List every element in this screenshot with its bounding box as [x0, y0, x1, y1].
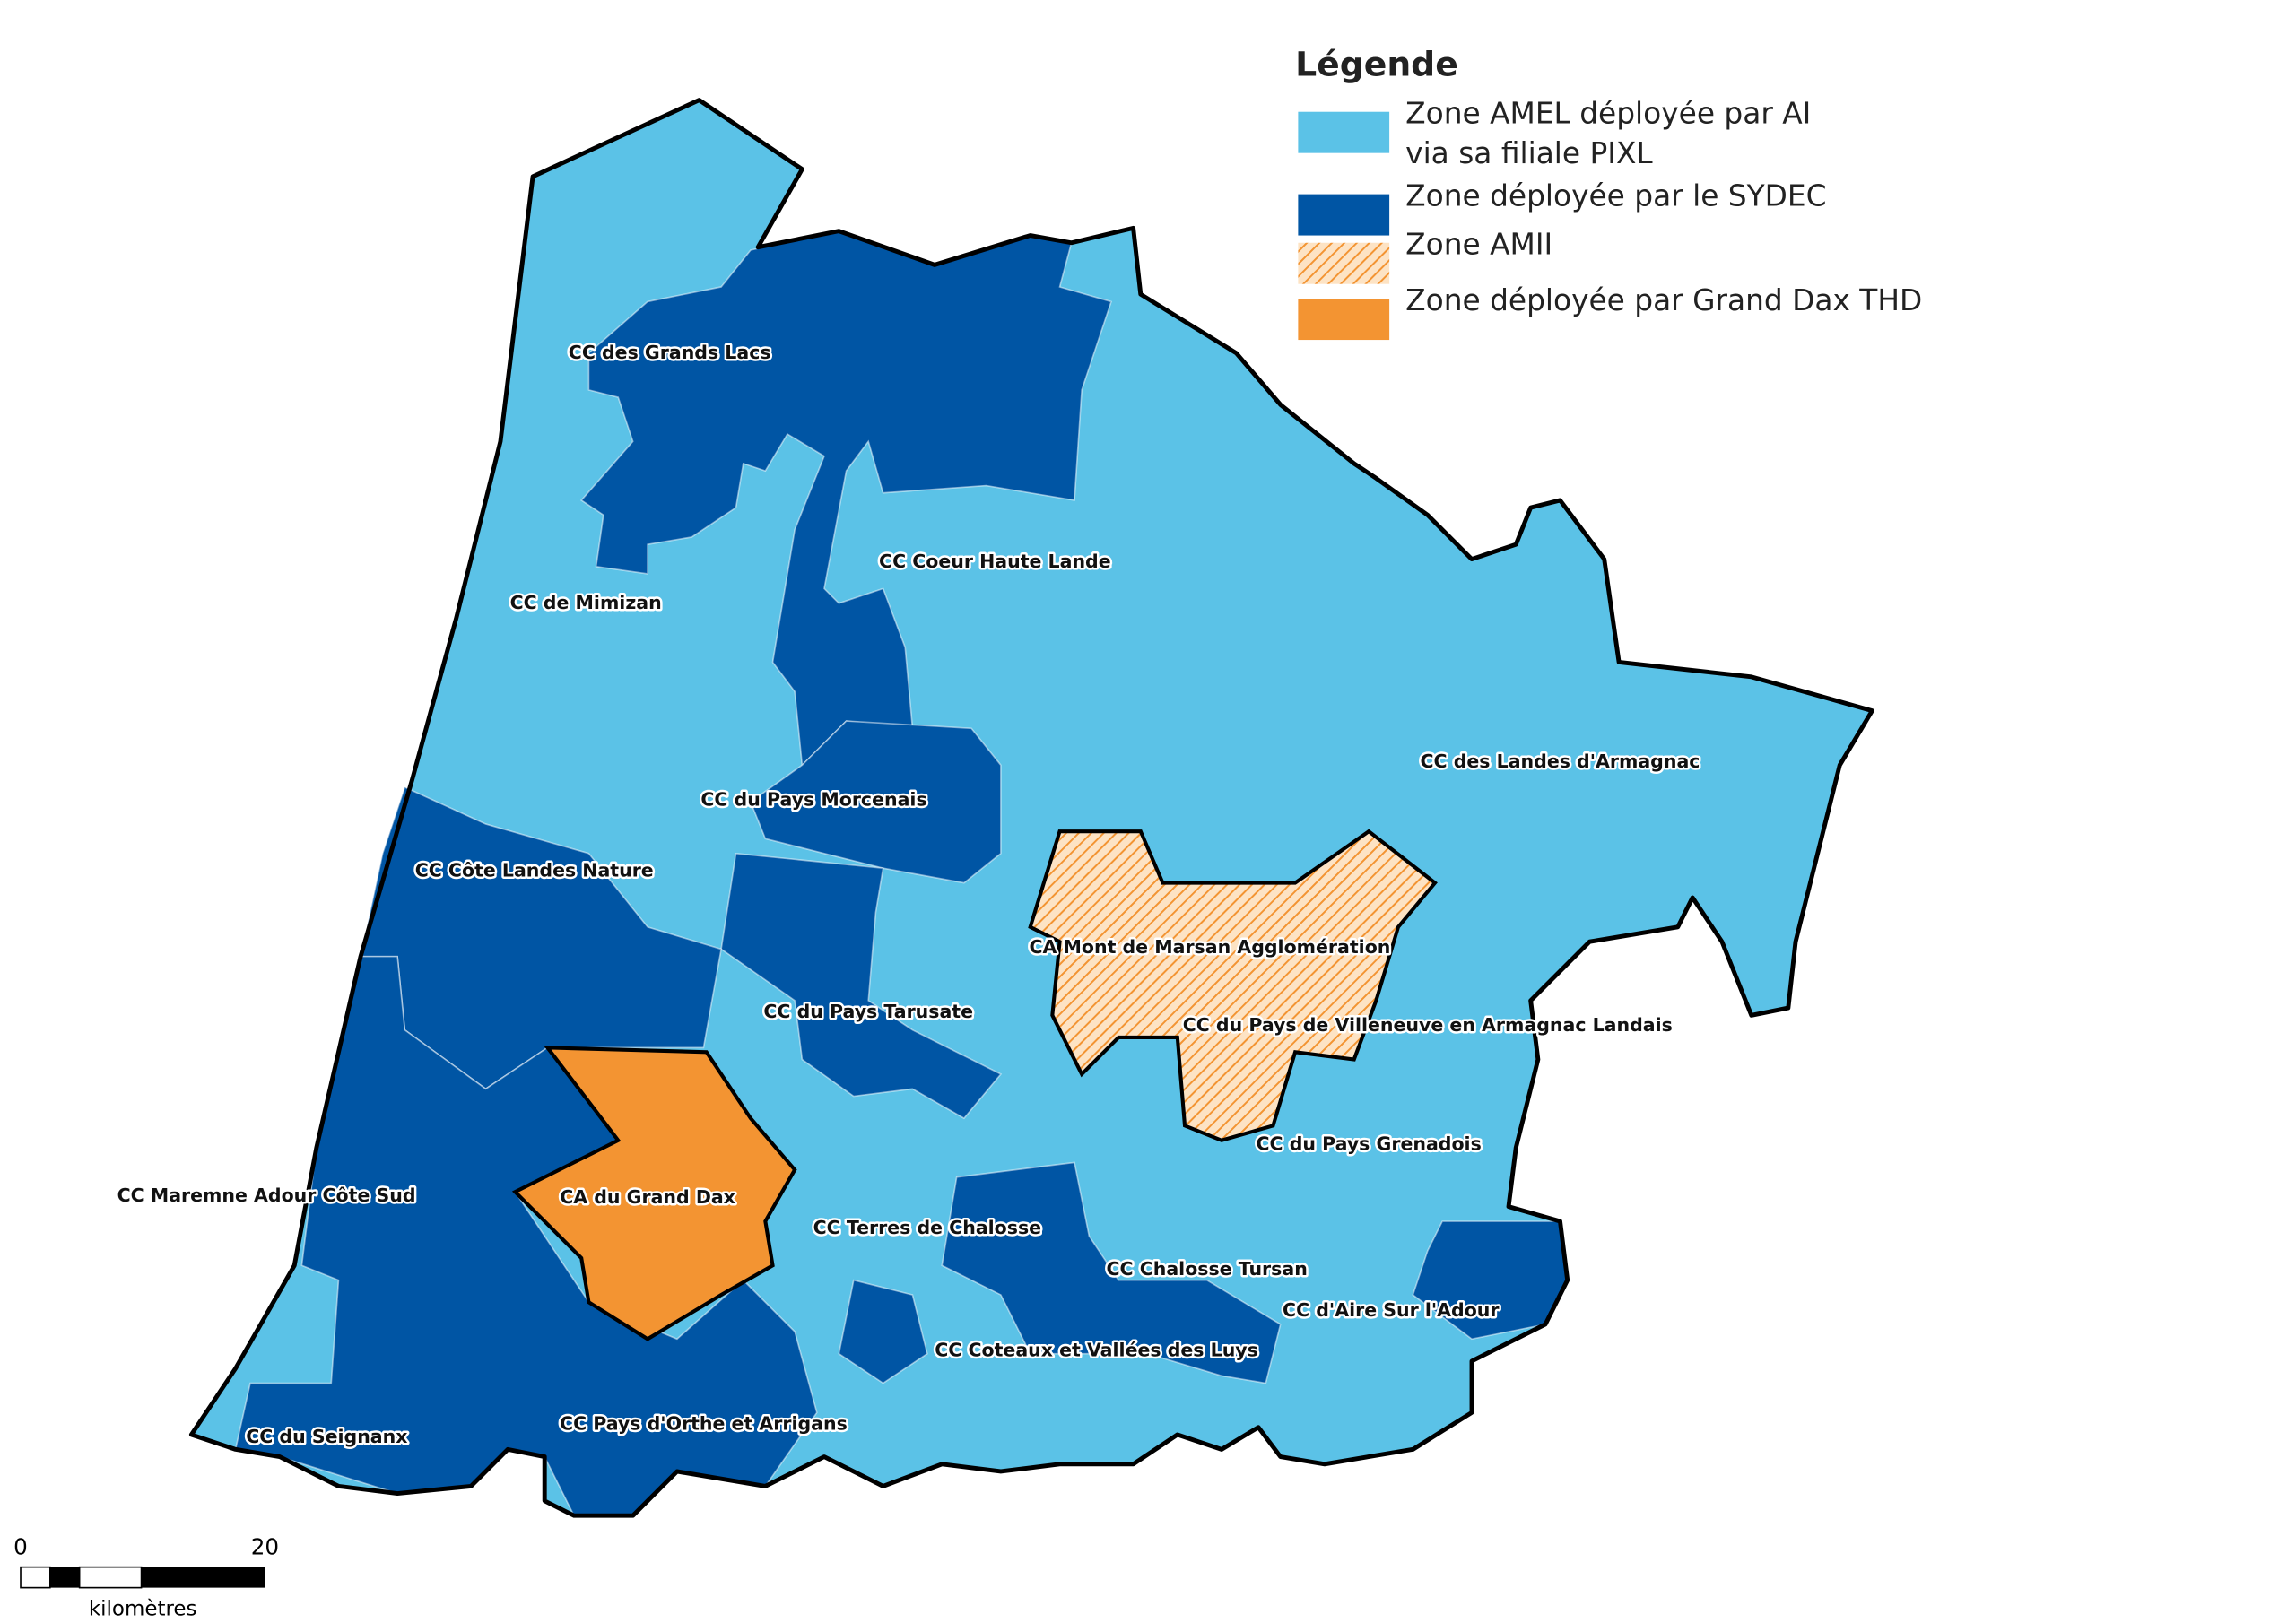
territory-outline	[188, 98, 1874, 1518]
zone	[749, 720, 1002, 884]
regions	[188, 98, 1874, 1518]
scale-segment	[78, 1566, 143, 1589]
region-label: CC du Pays de Villeneuve en Armagnac Lan…	[1183, 1014, 1673, 1036]
region-label: CC des Landes d'Armagnac	[1421, 751, 1700, 772]
scale-end: 20	[251, 1533, 279, 1559]
legend-swatch	[1298, 242, 1390, 284]
region-label: CC Maremne Adour Côte Sud	[117, 1185, 416, 1206]
legend-label: Zone déployée par le SYDEC	[1405, 178, 1826, 213]
region-label: CC Pays d'Orthe et Arrigans	[560, 1412, 848, 1434]
scale-bar: 0 20 kilomètres	[13, 1533, 279, 1620]
region-label: CC du Pays Tarusate	[763, 1001, 973, 1022]
legend-label: Zone AMII	[1405, 228, 1552, 262]
legend: Légende Zone AMEL déployée par AI via sa …	[1295, 44, 1922, 341]
scale-segment	[49, 1567, 80, 1588]
legend-label: Zone AMEL déployée par AI	[1405, 96, 1811, 130]
region-label: CC Coeur Haute Lande	[879, 551, 1111, 572]
region-label: CC Côte Landes Nature	[415, 859, 654, 881]
region-label: CC d'Aire Sur l'Adour	[1283, 1299, 1500, 1321]
region-label: CC de Mimizan	[510, 592, 662, 613]
region-label: CA du Grand Dax	[560, 1186, 735, 1208]
region-label: CA Mont de Marsan Agglomération	[1029, 936, 1390, 958]
region-label: CC du Pays Grenadois	[1257, 1133, 1482, 1155]
region-label: CC Terres de Chalosse	[813, 1217, 1041, 1238]
zone	[1028, 829, 1438, 1142]
zone	[511, 1046, 797, 1341]
legend-swatch	[1298, 299, 1390, 341]
legend-swatch	[1298, 111, 1390, 153]
region-label: CC des Grands Lacs	[569, 342, 771, 363]
zone	[941, 1161, 1282, 1384]
legend-label: Zone déployée par Grand Dax THD	[1405, 283, 1922, 317]
labels: CC des Grands Lacs CC Coeur Haute Lande CC…	[115, 339, 1702, 1449]
legend-title: Légende	[1295, 44, 1458, 83]
zone	[720, 852, 1003, 1120]
region-label: CC Chalosse Tursan	[1106, 1258, 1307, 1280]
scale-segment	[141, 1567, 265, 1588]
region-label: CC Coteaux et Vallées des Luys	[935, 1339, 1258, 1360]
zone	[838, 1279, 928, 1384]
scale-start: 0	[13, 1533, 28, 1559]
region-label: CC du Pays Morcenais	[700, 789, 926, 811]
scale-segment	[20, 1566, 51, 1589]
legend-label: via sa filiale PIXL	[1405, 136, 1653, 170]
region-label: CC du Seignanx	[246, 1426, 407, 1447]
legend-swatch	[1298, 194, 1390, 236]
scale-unit: kilomètres	[89, 1598, 197, 1621]
